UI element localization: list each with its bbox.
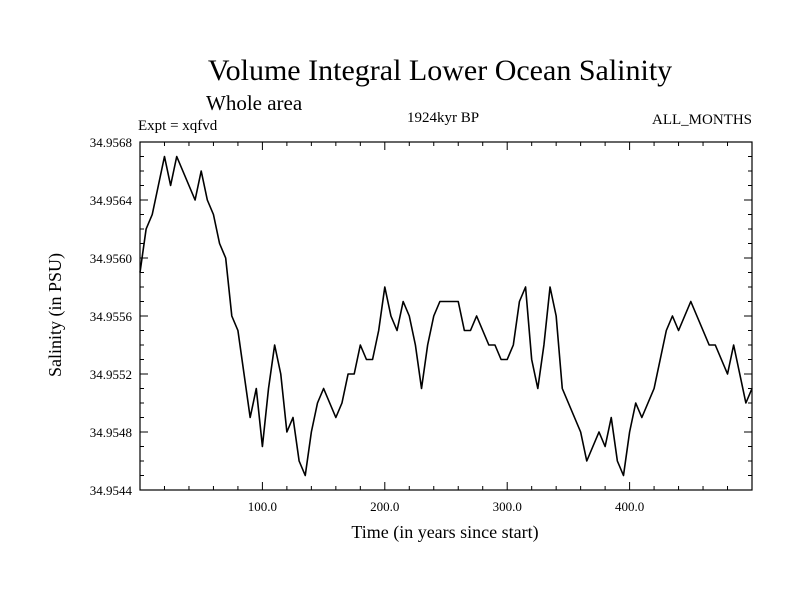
- chart-title: Volume Integral Lower Ocean Salinity: [208, 54, 672, 87]
- experiment-label: Expt = xqfvd: [138, 118, 218, 134]
- months-label: ALL_MONTHS: [652, 112, 752, 128]
- y-tick-label: 34.9568: [90, 135, 132, 150]
- y-axis-label: Salinity (in PSU): [45, 253, 66, 377]
- x-tick-label: 300.0: [493, 499, 522, 514]
- y-tick-label: 34.9548: [90, 425, 132, 440]
- x-tick-label: 200.0: [370, 499, 399, 514]
- y-tick-label: 34.9560: [90, 251, 132, 266]
- period-label: 1924kyr BP: [407, 110, 479, 126]
- series-line-salinity: [139, 155, 753, 477]
- chart-subtitle: Whole area: [206, 91, 303, 115]
- x-axis-label: Time (in years since start): [351, 522, 538, 543]
- axes: 100.0 200.0 300.0 400.0 34.9544 34.9548 34.955…: [90, 135, 753, 514]
- y-tick-label: 34.9564: [90, 193, 133, 208]
- y-tick-label: 34.9544: [90, 483, 133, 498]
- x-tick-label: 400.0: [615, 499, 644, 514]
- y-tick-label: 34.9552: [90, 367, 132, 382]
- plot-area: [139, 155, 753, 477]
- y-tick-label: 34.9556: [90, 309, 133, 324]
- x-tick-label: 100.0: [248, 499, 277, 514]
